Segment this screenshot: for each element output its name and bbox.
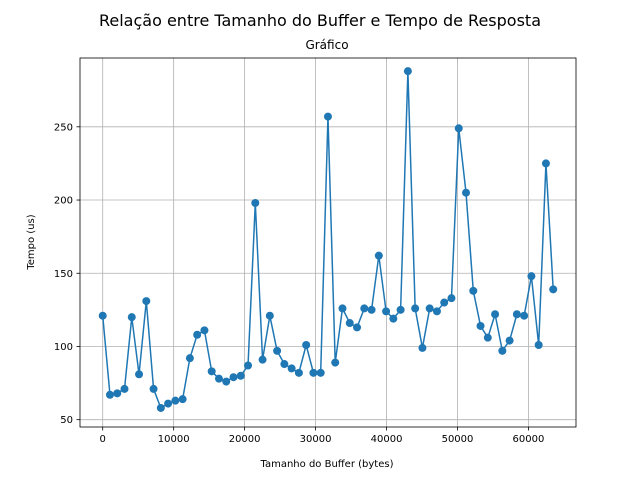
x-tick-label: 60000 <box>513 434 545 445</box>
data-point <box>214 374 223 383</box>
x-tick-label: 0 <box>100 434 106 445</box>
data-point <box>469 286 478 295</box>
x-axis-label: Tamanho do Buffer (bytes) <box>260 459 394 470</box>
data-point <box>440 298 449 307</box>
data-point <box>178 395 187 404</box>
data-point <box>105 390 114 399</box>
data-point <box>287 364 296 373</box>
data-point <box>432 307 441 316</box>
series-layer <box>98 67 558 412</box>
figure-suptitle: Relação entre Tamanho do Buffer e Tempo … <box>99 11 541 30</box>
data-point <box>462 188 471 197</box>
data-point <box>498 346 507 355</box>
data-point <box>258 355 267 364</box>
data-point <box>353 323 362 332</box>
data-point <box>251 198 260 207</box>
y-tick-label: 150 <box>54 269 73 280</box>
data-point <box>396 305 405 314</box>
data-point <box>382 307 391 316</box>
data-point <box>374 251 383 260</box>
data-point <box>425 304 434 313</box>
data-point <box>309 368 318 377</box>
data-point <box>331 358 340 367</box>
grid-layer <box>80 58 576 427</box>
data-point <box>520 311 529 320</box>
data-point <box>549 285 558 294</box>
series-line <box>101 70 554 409</box>
data-point <box>156 403 165 412</box>
data-point <box>244 361 253 370</box>
data-point <box>454 124 463 133</box>
x-tick-label: 10000 <box>158 434 190 445</box>
data-point <box>222 377 231 386</box>
data-point <box>280 360 289 369</box>
data-point <box>127 313 136 322</box>
data-point <box>273 346 282 355</box>
y-tick-label: 250 <box>54 122 73 133</box>
data-point <box>200 326 209 335</box>
y-tick-label: 50 <box>60 415 73 426</box>
data-point <box>113 389 122 398</box>
data-point <box>294 368 303 377</box>
data-point <box>135 370 144 379</box>
data-point <box>171 396 180 405</box>
data-point <box>345 319 354 328</box>
data-point <box>411 304 420 313</box>
data-point <box>236 371 245 380</box>
data-point <box>149 384 158 393</box>
data-point <box>193 330 202 339</box>
x-tick-label: 50000 <box>442 434 474 445</box>
y-tick-label: 100 <box>54 342 73 353</box>
data-point <box>98 311 107 320</box>
x-tick-label: 30000 <box>300 434 332 445</box>
data-point <box>483 333 492 342</box>
data-point <box>164 399 173 408</box>
data-point <box>447 294 456 303</box>
data-point <box>229 373 238 382</box>
data-point <box>476 321 485 330</box>
data-point <box>316 368 325 377</box>
data-point <box>338 304 347 313</box>
data-point <box>512 310 521 319</box>
data-point <box>142 297 151 306</box>
data-point <box>541 159 550 168</box>
data-point <box>302 341 311 349</box>
x-tick-label: 20000 <box>229 434 261 445</box>
chart-title: Gráfico <box>305 38 348 52</box>
data-point <box>527 272 536 281</box>
data-point <box>360 304 369 313</box>
data-point <box>367 305 376 314</box>
y-axis-label: Tempo (us) <box>26 214 37 270</box>
tick-layer: 0 10000 20000 30000 40000 50000 60000 50 100 150 2… <box>54 122 544 445</box>
data-point <box>120 384 129 393</box>
x-tick-label: 40000 <box>371 434 403 445</box>
data-point <box>265 311 274 320</box>
plot-frame <box>79 57 577 428</box>
data-point <box>403 67 412 76</box>
y-tick-label: 200 <box>54 196 73 207</box>
data-point <box>505 336 514 345</box>
data-point <box>534 341 543 349</box>
data-point <box>207 367 216 376</box>
data-point <box>491 310 500 319</box>
data-point <box>389 314 398 323</box>
data-point <box>323 112 332 121</box>
data-point <box>418 343 427 352</box>
data-point <box>185 354 194 363</box>
